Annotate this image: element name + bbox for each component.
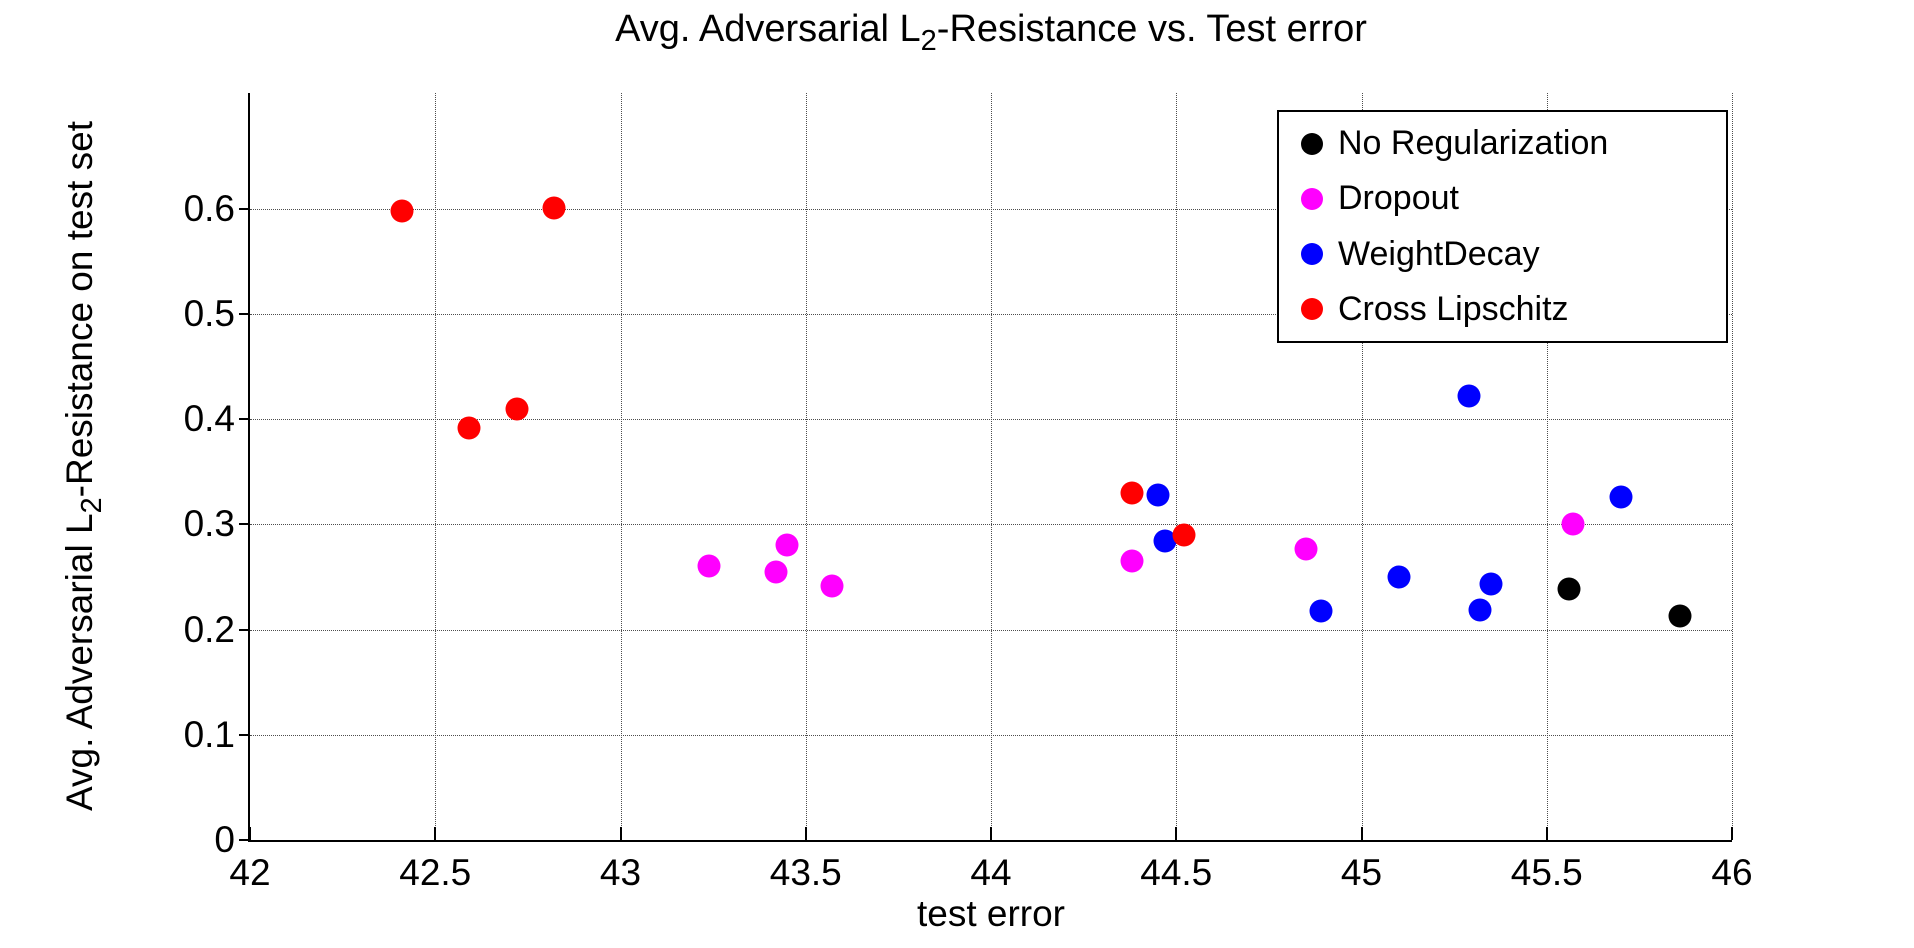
- x-tick-mark: [1731, 827, 1733, 840]
- y-tick-mark: [239, 733, 248, 736]
- x-tick-label: 45.5: [1510, 852, 1583, 893]
- y-tick-label: 0.3: [183, 503, 235, 545]
- y-tick-mark: [239, 312, 248, 315]
- y-gridline: [250, 734, 1732, 736]
- plot-area: [239, 93, 1733, 842]
- data-point-cross-lipschitz: [542, 196, 566, 220]
- legend-item-label: WeightDecay: [1338, 234, 1540, 273]
- x-gridline: [435, 93, 437, 840]
- data-point-no-regularization: [1668, 604, 1692, 628]
- x-tick-label: 42.5: [399, 852, 472, 893]
- y-tick-mark: [239, 207, 248, 210]
- chart-title: Avg. Adversarial L2-Resistance vs. Test …: [250, 8, 1732, 57]
- x-gridline: [1732, 93, 1733, 840]
- y-tick-label: 0.6: [183, 187, 235, 229]
- x-tick-mark: [249, 827, 251, 840]
- y-gridline: [250, 629, 1732, 631]
- data-point-dropout: [1294, 537, 1318, 561]
- y-tick-label: 0.4: [183, 398, 235, 440]
- x-tick-mark: [990, 827, 992, 840]
- legend-marker-icon: [1301, 298, 1323, 321]
- data-point-cross-lipschitz: [1120, 481, 1144, 505]
- x-tick-label: 44.5: [1140, 852, 1213, 893]
- data-point-cross-lipschitz: [390, 199, 414, 223]
- legend-item: No Regularization: [1301, 124, 1726, 163]
- data-point-weightdecay: [1146, 483, 1170, 507]
- y-axis-label-prefix: Avg. Adversarial L: [59, 513, 100, 812]
- x-tick-mark: [804, 827, 807, 840]
- x-tick-label: 45: [1340, 852, 1383, 893]
- y-gridline: [250, 524, 1732, 526]
- y-tick-label: 0.5: [183, 292, 235, 334]
- legend-marker-icon: [1301, 132, 1323, 155]
- x-gridline: [620, 93, 622, 840]
- y-tick-label: 0: [214, 819, 235, 860]
- data-point-no-regularization: [1557, 577, 1581, 601]
- data-point-weightdecay: [1457, 384, 1481, 408]
- data-point-dropout: [764, 560, 788, 584]
- data-point-weightdecay: [1153, 529, 1177, 553]
- legend-item-label: Dropout: [1338, 179, 1459, 218]
- data-point-cross-lipschitz: [1172, 523, 1196, 547]
- x-tick-label: 43: [599, 852, 642, 893]
- data-point-dropout: [1120, 549, 1144, 573]
- x-tick-label: 42: [229, 852, 271, 893]
- x-gridline: [1546, 93, 1548, 840]
- y-tick-label: 0.2: [183, 608, 235, 650]
- y-gridline: [250, 419, 1732, 421]
- y-tick-label: 0.1: [183, 713, 235, 755]
- chart-title-suffix: -Resistance vs. Test error: [936, 8, 1367, 50]
- x-tick-label: 44: [970, 852, 1012, 893]
- y-axis-label: Avg. Adversarial L2-Resistance on test s…: [59, 120, 108, 812]
- data-point-weightdecay: [1479, 572, 1503, 596]
- y-axis-label-suffix: -Resistance on test set: [59, 120, 100, 498]
- data-point-dropout: [1561, 512, 1585, 536]
- x-tick-mark: [434, 827, 437, 840]
- y-tick-mark: [239, 523, 248, 526]
- y-tick-mark: [239, 839, 248, 841]
- x-gridline: [805, 93, 807, 840]
- x-tick-label: 43.5: [769, 852, 842, 893]
- legend-box: No Regularization Dropout WeightDecay Cross…: [1277, 110, 1728, 343]
- x-tick-mark: [1545, 827, 1548, 840]
- data-point-cross-lipschitz: [505, 397, 529, 421]
- x-gridline: [1176, 93, 1178, 840]
- data-point-dropout: [820, 574, 844, 598]
- y-gridline: [250, 208, 1732, 210]
- legend-item-label: No Regularization: [1338, 124, 1609, 163]
- x-tick-mark: [1360, 827, 1363, 840]
- data-point-weightdecay: [1468, 598, 1492, 622]
- y-gridline: [250, 313, 1732, 315]
- data-point-dropout: [697, 554, 721, 578]
- data-point-weightdecay: [1387, 565, 1411, 589]
- legend-marker-icon: [1301, 243, 1323, 266]
- data-point-weightdecay: [1609, 485, 1633, 509]
- data-point-cross-lipschitz: [457, 416, 481, 440]
- x-axis-line: [248, 840, 1732, 842]
- y-axis-line: [248, 93, 250, 842]
- data-point-weightdecay: [1309, 599, 1333, 623]
- y-tick-mark: [239, 628, 248, 631]
- y-axis-label-subscript: 2: [76, 497, 108, 514]
- x-tick-mark: [1175, 827, 1178, 840]
- legend-marker-icon: [1301, 187, 1323, 210]
- x-tick-mark: [619, 827, 622, 840]
- x-gridline: [991, 93, 992, 840]
- legend-item: Dropout: [1301, 179, 1726, 218]
- y-tick-mark: [239, 418, 248, 421]
- x-tick-label: 46: [1711, 852, 1753, 893]
- data-point-dropout: [775, 533, 799, 557]
- legend-item: Cross Lipschitz: [1301, 290, 1726, 329]
- chart-title-prefix: Avg. Adversarial L: [615, 8, 921, 50]
- legend-item: WeightDecay: [1301, 235, 1726, 274]
- x-gridline: [1361, 93, 1363, 840]
- chart-title-subscript: 2: [920, 25, 937, 57]
- legend-item-label: Cross Lipschitz: [1338, 289, 1569, 328]
- x-axis-label: test error: [916, 893, 1066, 934]
